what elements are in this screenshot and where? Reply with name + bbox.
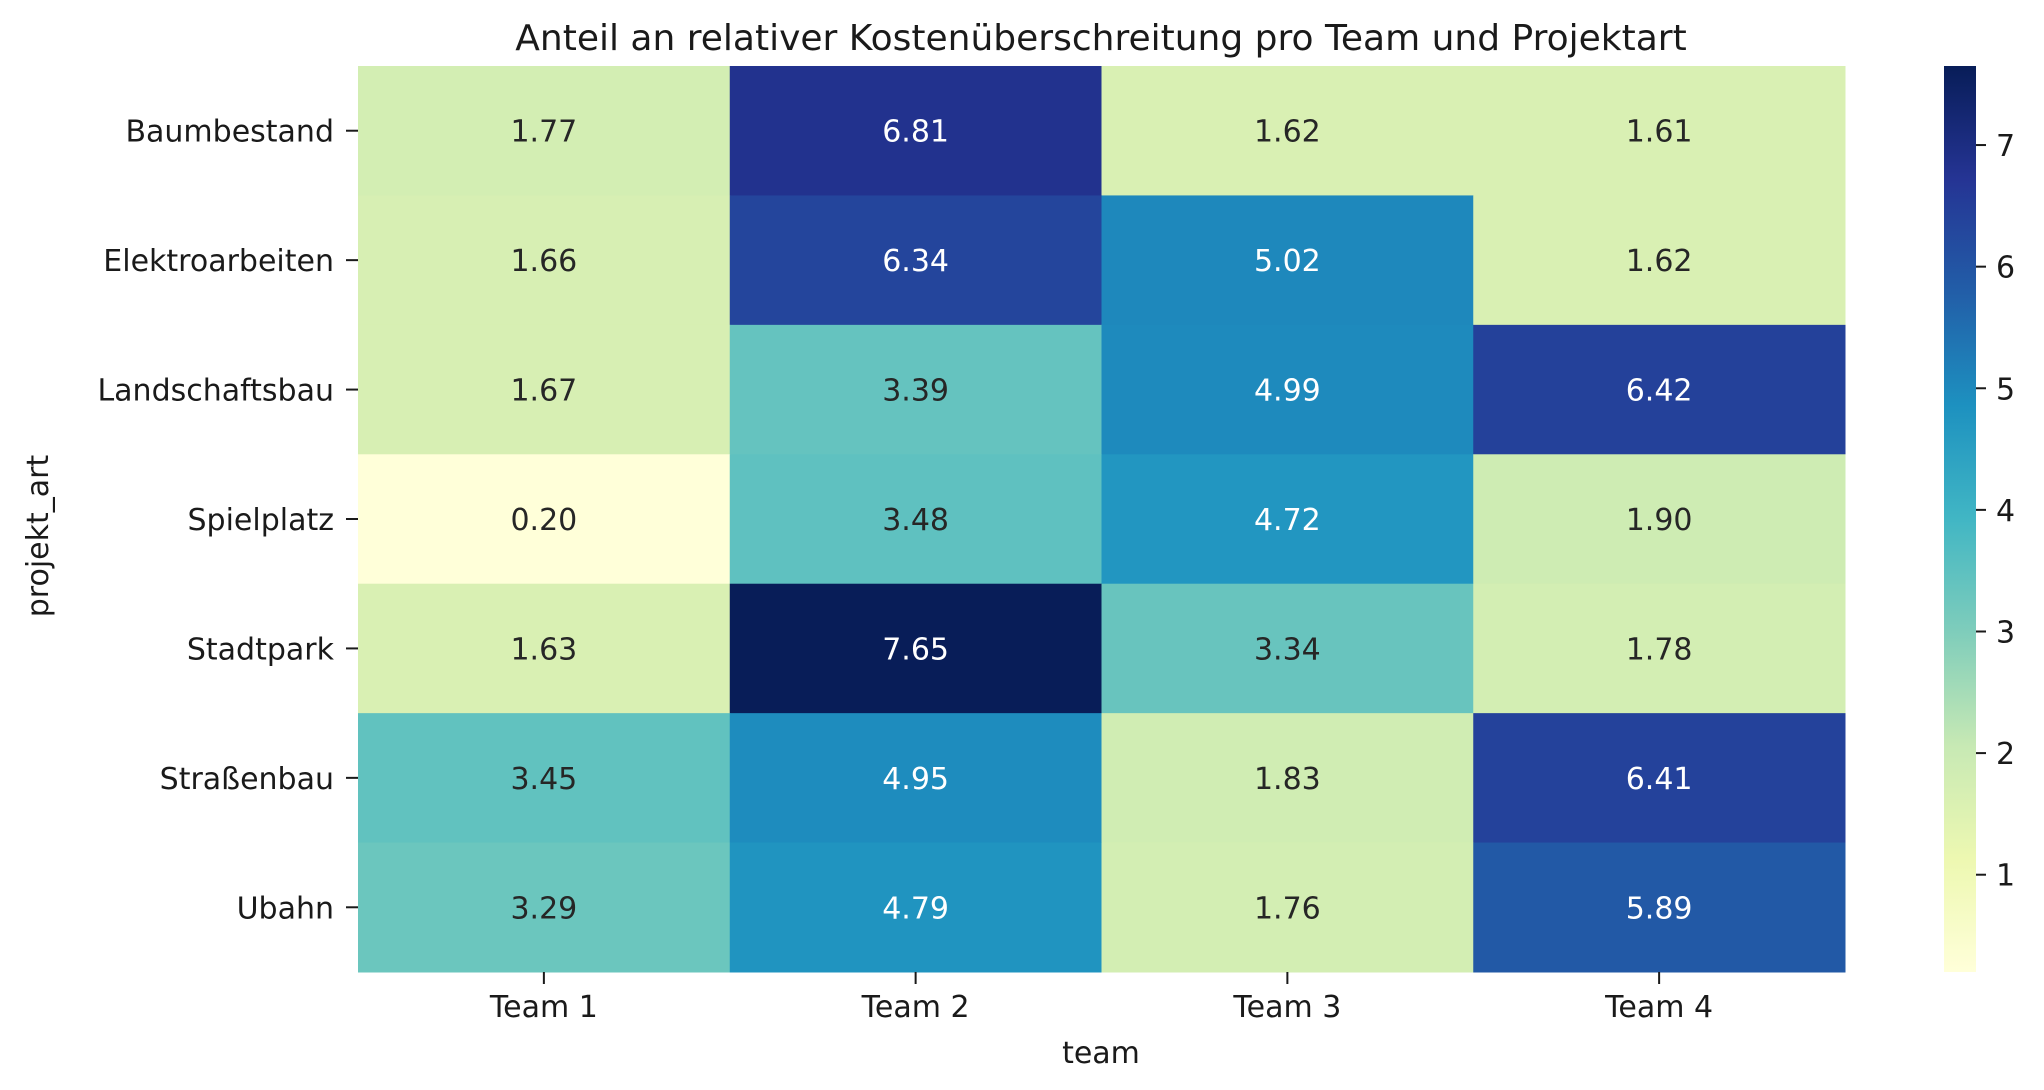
x-tick-label: Team 3 xyxy=(1232,990,1341,1025)
cell-value-label: 3.29 xyxy=(510,891,577,926)
colorbar xyxy=(1944,66,1976,972)
colorbar-tick-label: 5 xyxy=(1996,372,2015,407)
heatmap-cell xyxy=(1473,324,1846,455)
heatmap-cell xyxy=(729,583,1102,714)
cell-value-label: 1.83 xyxy=(1254,762,1321,797)
heatmap-cells: 1.77 6.81 1.62 1.61 1.66 6.34 5.02 1.62 1.67 3.39… xyxy=(358,66,1846,973)
colorbar-tick-label: 3 xyxy=(1996,615,2015,650)
y-tick-label: Stadtpark xyxy=(187,632,335,667)
x-tick-label: Team 4 xyxy=(1604,990,1713,1025)
cell-value-label: 1.77 xyxy=(510,115,577,150)
heatmap-cell xyxy=(729,842,1102,973)
cell-value-label: 5.02 xyxy=(1254,244,1321,279)
heatmap-cell xyxy=(729,324,1102,455)
heatmap-cell xyxy=(729,713,1102,844)
heatmap-cell xyxy=(358,842,731,973)
x-tick-label: Team 1 xyxy=(489,990,598,1025)
cell-value-label: 6.34 xyxy=(882,244,949,279)
cell-value-label: 3.34 xyxy=(1254,632,1321,667)
heatmap-cell xyxy=(358,66,731,196)
heatmap-cell xyxy=(358,195,731,326)
x-tick-label: Team 2 xyxy=(861,990,970,1025)
heatmap-cell xyxy=(1101,195,1474,326)
heatmap-cell xyxy=(1101,583,1474,714)
y-tick-label: Spielplatz xyxy=(188,503,334,538)
heatmap-cell xyxy=(1101,454,1474,585)
heatmap-cell xyxy=(1473,713,1846,844)
heatmap-cell xyxy=(1473,66,1846,196)
cell-value-label: 3.48 xyxy=(882,503,949,538)
cell-value-label: 6.42 xyxy=(1626,374,1693,409)
cell-value-label: 1.66 xyxy=(510,244,577,279)
colorbar-tick-label: 2 xyxy=(1996,737,2015,772)
cell-value-label: 1.61 xyxy=(1626,115,1693,150)
heatmap-cell xyxy=(1473,842,1846,973)
cell-value-label: 1.76 xyxy=(1254,891,1321,926)
cell-value-label: 4.95 xyxy=(882,762,949,797)
cell-value-label: 3.45 xyxy=(510,762,577,797)
cell-value-label: 0.20 xyxy=(510,503,577,538)
cell-value-label: 1.63 xyxy=(510,632,577,667)
cell-value-label: 6.81 xyxy=(882,115,949,150)
cell-value-label: 4.99 xyxy=(1254,374,1321,409)
heatmap-cell xyxy=(358,583,731,714)
y-tick-label: Baumbestand xyxy=(125,115,334,150)
heatmap-cell xyxy=(1101,66,1474,196)
cell-value-label: 4.72 xyxy=(1254,503,1321,538)
colorbar-tick-label: 7 xyxy=(1996,129,2015,164)
chart-title: Anteil an relativer Kostenüberschreitung… xyxy=(515,18,1686,59)
heatmap-cell xyxy=(729,195,1102,326)
cell-value-label: 1.62 xyxy=(1254,115,1321,150)
colorbar-ticks: 1 2 3 4 5 6 7 xyxy=(1976,129,2015,894)
y-tick-label: Elektroarbeiten xyxy=(103,244,334,279)
y-axis-label: projekt_art xyxy=(21,455,56,618)
cell-value-label: 1.62 xyxy=(1626,244,1693,279)
heatmap-cell xyxy=(1101,324,1474,455)
heatmap-cell xyxy=(358,713,731,844)
cell-value-label: 1.67 xyxy=(510,374,577,409)
heatmap-cell xyxy=(1473,583,1846,714)
cell-value-label: 1.78 xyxy=(1626,632,1693,667)
cell-value-label: 6.41 xyxy=(1626,762,1693,797)
y-tick-label: Landschaftsbau xyxy=(97,374,334,409)
x-axis-ticks: Team 1 Team 2 Team 3 Team 4 xyxy=(489,972,1713,1025)
heatmap-cell xyxy=(1101,842,1474,973)
heatmap-cell xyxy=(1473,195,1846,326)
y-tick-label: Ubahn xyxy=(237,891,334,926)
colorbar-tick-label: 4 xyxy=(1996,494,2015,529)
heatmap-cell xyxy=(729,454,1102,585)
cell-value-label: 4.79 xyxy=(882,891,949,926)
heatmap-cell xyxy=(358,454,731,585)
colorbar-tick-label: 6 xyxy=(1996,251,2015,286)
cell-value-label: 3.39 xyxy=(882,374,949,409)
heatmap-cell xyxy=(1101,713,1474,844)
cell-value-label: 7.65 xyxy=(882,632,949,667)
cell-value-label: 5.89 xyxy=(1626,891,1693,926)
colorbar-tick-label: 1 xyxy=(1996,859,2015,894)
heatmap-cell xyxy=(358,324,731,455)
heatmap-cell xyxy=(1473,454,1846,585)
heatmap-cell xyxy=(729,66,1102,196)
x-axis-label: team xyxy=(1062,1036,1140,1071)
cell-value-label: 1.90 xyxy=(1626,503,1693,538)
y-axis-ticks: Baumbestand Elektroarbeiten Landschaftsbau… xyxy=(97,115,358,926)
y-tick-label: Straßenbau xyxy=(160,762,334,797)
